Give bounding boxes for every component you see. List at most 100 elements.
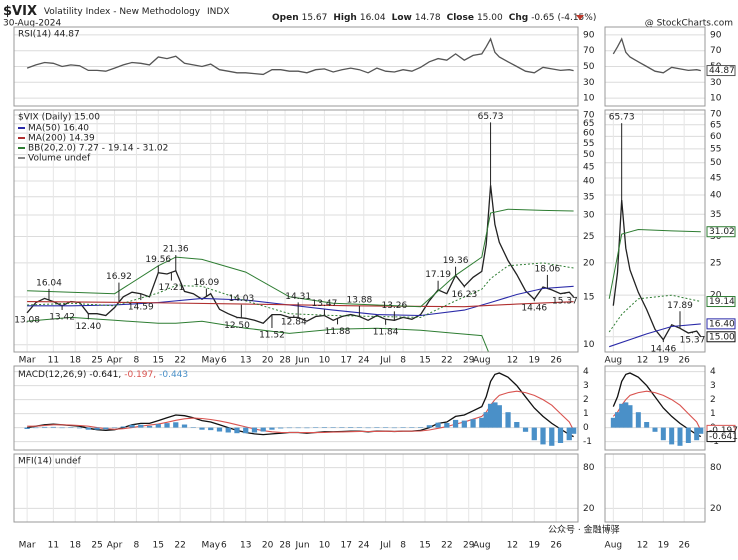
value-tag: [706, 65, 736, 77]
x-tick-label: 26: [550, 541, 562, 551]
x-tick-label: 18: [69, 541, 81, 551]
x-tick-label: 12: [507, 356, 518, 366]
x-tick-label: 17: [341, 541, 352, 551]
x-tick-label: 17: [341, 356, 352, 366]
histogram-bar: [627, 405, 633, 428]
y-tick-label: 60: [710, 132, 722, 142]
value-tag-label: 15.00: [709, 332, 735, 342]
exchange: INDX: [207, 7, 229, 17]
price-annotation: 14.31: [285, 292, 311, 302]
x-tick-label: Aug: [473, 541, 491, 551]
histogram-bar: [374, 427, 380, 428]
histogram-bar: [571, 427, 577, 434]
source: @ StockCharts.com: [645, 19, 733, 29]
plot-area: [26, 37, 574, 76]
histogram-bar: [321, 427, 328, 428]
y-tick-label: 45: [710, 173, 721, 183]
histogram-bar: [234, 427, 240, 434]
y-tick-label: 1: [583, 409, 589, 419]
x-tick-label: 11: [48, 541, 59, 551]
price-annotation: 15.37: [552, 296, 578, 306]
instrument-name: Volatility Index - New Methodology: [44, 7, 201, 17]
value-tag: [706, 318, 736, 330]
quote-label: Open: [272, 13, 299, 23]
panel-title: RSI(14) 44.87: [18, 30, 80, 40]
histogram-bar: [190, 427, 196, 428]
histogram-bar: [356, 427, 363, 428]
histogram-bar: [260, 427, 266, 432]
x-tick-label: May: [201, 541, 220, 551]
value-tag: [706, 331, 736, 343]
histogram-bar: [138, 424, 144, 428]
quote-change-pct: (-4.15%): [557, 13, 596, 23]
histogram-bar: [400, 427, 406, 428]
histogram-bar: [103, 427, 109, 430]
y-tick-label: 70: [710, 46, 722, 56]
y-tick-label: 4: [583, 367, 589, 377]
price-annotation: 19.36: [443, 256, 469, 266]
y-tick-label: 10: [710, 94, 722, 104]
histogram-bar: [522, 427, 529, 432]
price-annotation: 16.92: [106, 272, 132, 282]
panel-frame: [13, 453, 579, 523]
x-tick-label: 19: [529, 356, 541, 366]
x-tick-label: 12: [507, 541, 518, 551]
price-annotation: 11.84: [373, 327, 399, 337]
value-tag-label: 31.02: [709, 227, 735, 237]
histogram-bar: [652, 427, 658, 432]
histogram-bar: [435, 422, 441, 428]
y-tick-label: 30: [583, 78, 595, 88]
down-arrow: [576, 15, 584, 20]
price-annotation: 16.09: [193, 278, 219, 288]
histogram-bar: [286, 427, 293, 429]
band-upper: [608, 228, 701, 299]
histogram-bar: [94, 427, 100, 430]
x-tick-label: 18: [69, 356, 81, 366]
histogram-bar: [677, 427, 683, 446]
legend-entry: MA(200) 14.39: [28, 134, 95, 144]
value-tag: [706, 226, 736, 238]
quote-label: Low: [392, 13, 412, 23]
histogram-bar: [615, 412, 620, 428]
y-tick-label: 90: [583, 30, 595, 40]
x-tick-label: 8: [400, 356, 406, 366]
histogram-bar: [461, 420, 467, 428]
histogram-bar: [41, 426, 48, 428]
symbol: $VIX: [3, 4, 37, 19]
x-tick-label: 26: [678, 541, 690, 551]
y-tick-label: 55: [583, 139, 594, 149]
panel-title: MFI(14) undef: [18, 457, 82, 467]
x-tick-label: 10: [319, 356, 331, 366]
x-tick-label: Mar: [19, 356, 36, 366]
quote-label: Chg: [509, 13, 528, 23]
histogram-bar: [644, 422, 650, 428]
price-annotation: 14.46: [650, 345, 676, 355]
y-tick-label: 50: [583, 62, 595, 72]
watermark: 公众号 · 金融博驿: [548, 524, 620, 536]
histogram-bar: [313, 427, 319, 428]
legend-entry: Volume undef: [28, 154, 91, 164]
histogram-bar: [59, 427, 65, 429]
y-tick-label: 70: [710, 110, 722, 120]
series-line: [612, 37, 701, 74]
value-tag-label: 16.40: [709, 319, 735, 329]
x-tick-label: 8: [134, 356, 140, 366]
legend-entry: -0.197,: [124, 370, 156, 380]
value-tag-label: -0.197: [709, 426, 738, 436]
band-middle: [27, 262, 574, 318]
band-upper: [27, 208, 574, 308]
y-tick-label: 40: [583, 177, 595, 187]
value-tag-label: 44.87: [709, 66, 735, 76]
y-tick-label: 15: [583, 292, 594, 302]
histogram-bar: [304, 427, 310, 429]
histogram-bar: [173, 422, 179, 428]
histogram-bar: [155, 424, 161, 428]
histogram-bar: [216, 427, 223, 432]
histogram-bar: [348, 427, 354, 428]
histogram-bar: [531, 427, 537, 441]
histogram-bar: [199, 427, 205, 430]
x-tick-label: 24: [358, 541, 370, 551]
series-line: [26, 185, 575, 324]
x-tick-label: 29: [463, 541, 475, 551]
y-tick-label: 35: [710, 210, 721, 220]
